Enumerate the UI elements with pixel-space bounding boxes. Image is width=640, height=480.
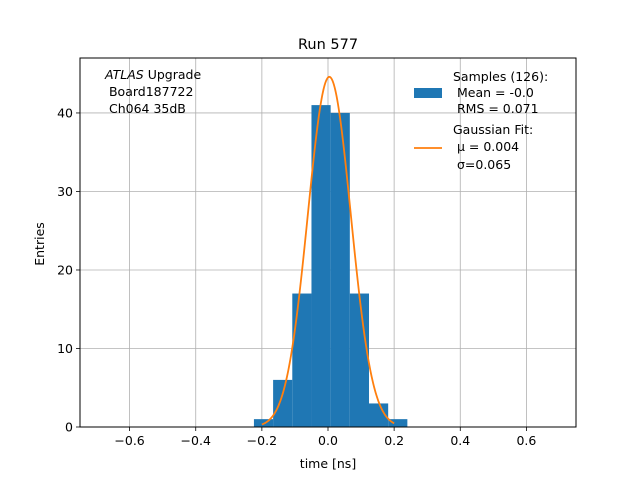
legend-samples-mean: Mean = -0.0 bbox=[453, 85, 534, 100]
y-tick-label-2: 20 bbox=[57, 262, 73, 277]
y-axis-label: Entries bbox=[32, 222, 47, 266]
upgrade-label: Upgrade bbox=[144, 67, 202, 82]
gaussian-fit bbox=[261, 75, 395, 426]
atlas-annotation: ATLAS Upgrade Board187722 Ch064 35dB bbox=[104, 67, 201, 116]
histogram-bar-6 bbox=[369, 403, 389, 427]
chart-title: Run 577 bbox=[298, 37, 358, 53]
legend-samples-rms: RMS = 0.071 bbox=[453, 101, 539, 116]
gaussian-fit-curve bbox=[261, 75, 395, 426]
legend: Samples (126): Mean = -0.0 RMS = 0.071 G… bbox=[414, 69, 548, 172]
x-tick-label-0: −0.6 bbox=[114, 433, 144, 448]
x-tick-label-5: 0.4 bbox=[450, 433, 470, 448]
atlas-label: ATLAS bbox=[104, 67, 144, 82]
x-tick-label-6: 0.6 bbox=[516, 433, 536, 448]
histogram-bar-2 bbox=[292, 293, 312, 427]
y-tick-label-1: 10 bbox=[57, 341, 73, 356]
legend-fit-mu: μ = 0.004 bbox=[453, 139, 519, 154]
legend-fit-line1: Gaussian Fit: bbox=[453, 122, 533, 137]
histogram-bar-1 bbox=[273, 379, 293, 427]
y-tick-label-4: 40 bbox=[57, 105, 73, 120]
legend-fit-sigma: σ=0.065 bbox=[453, 157, 511, 172]
histogram-bar-4 bbox=[330, 112, 350, 427]
x-tick-label-2: −0.2 bbox=[247, 433, 277, 448]
legend-samples-swatch bbox=[414, 88, 442, 98]
x-tick-label-4: 0.2 bbox=[384, 433, 404, 448]
axis-ticks: −0.6 −0.4 −0.2 0.0 0.2 0.4 0.6 0 10 20 30 40 bbox=[57, 105, 536, 448]
x-tick-label-3: 0.0 bbox=[318, 433, 338, 448]
legend-samples-line1: Samples (126): bbox=[453, 69, 548, 84]
x-tick-label-1: −0.4 bbox=[181, 433, 211, 448]
y-tick-label-3: 30 bbox=[57, 184, 73, 199]
board-label: Board187722 bbox=[105, 84, 193, 99]
channel-label: Ch064 35dB bbox=[105, 101, 186, 116]
histogram-bar-7 bbox=[388, 419, 408, 427]
histogram-bar-5 bbox=[349, 293, 370, 427]
y-tick-label-0: 0 bbox=[65, 420, 73, 435]
histogram-bar-3 bbox=[311, 105, 331, 427]
svg-text:ATLAS Upgrade: ATLAS Upgrade bbox=[104, 67, 201, 82]
x-axis-label: time [ns] bbox=[300, 456, 356, 471]
